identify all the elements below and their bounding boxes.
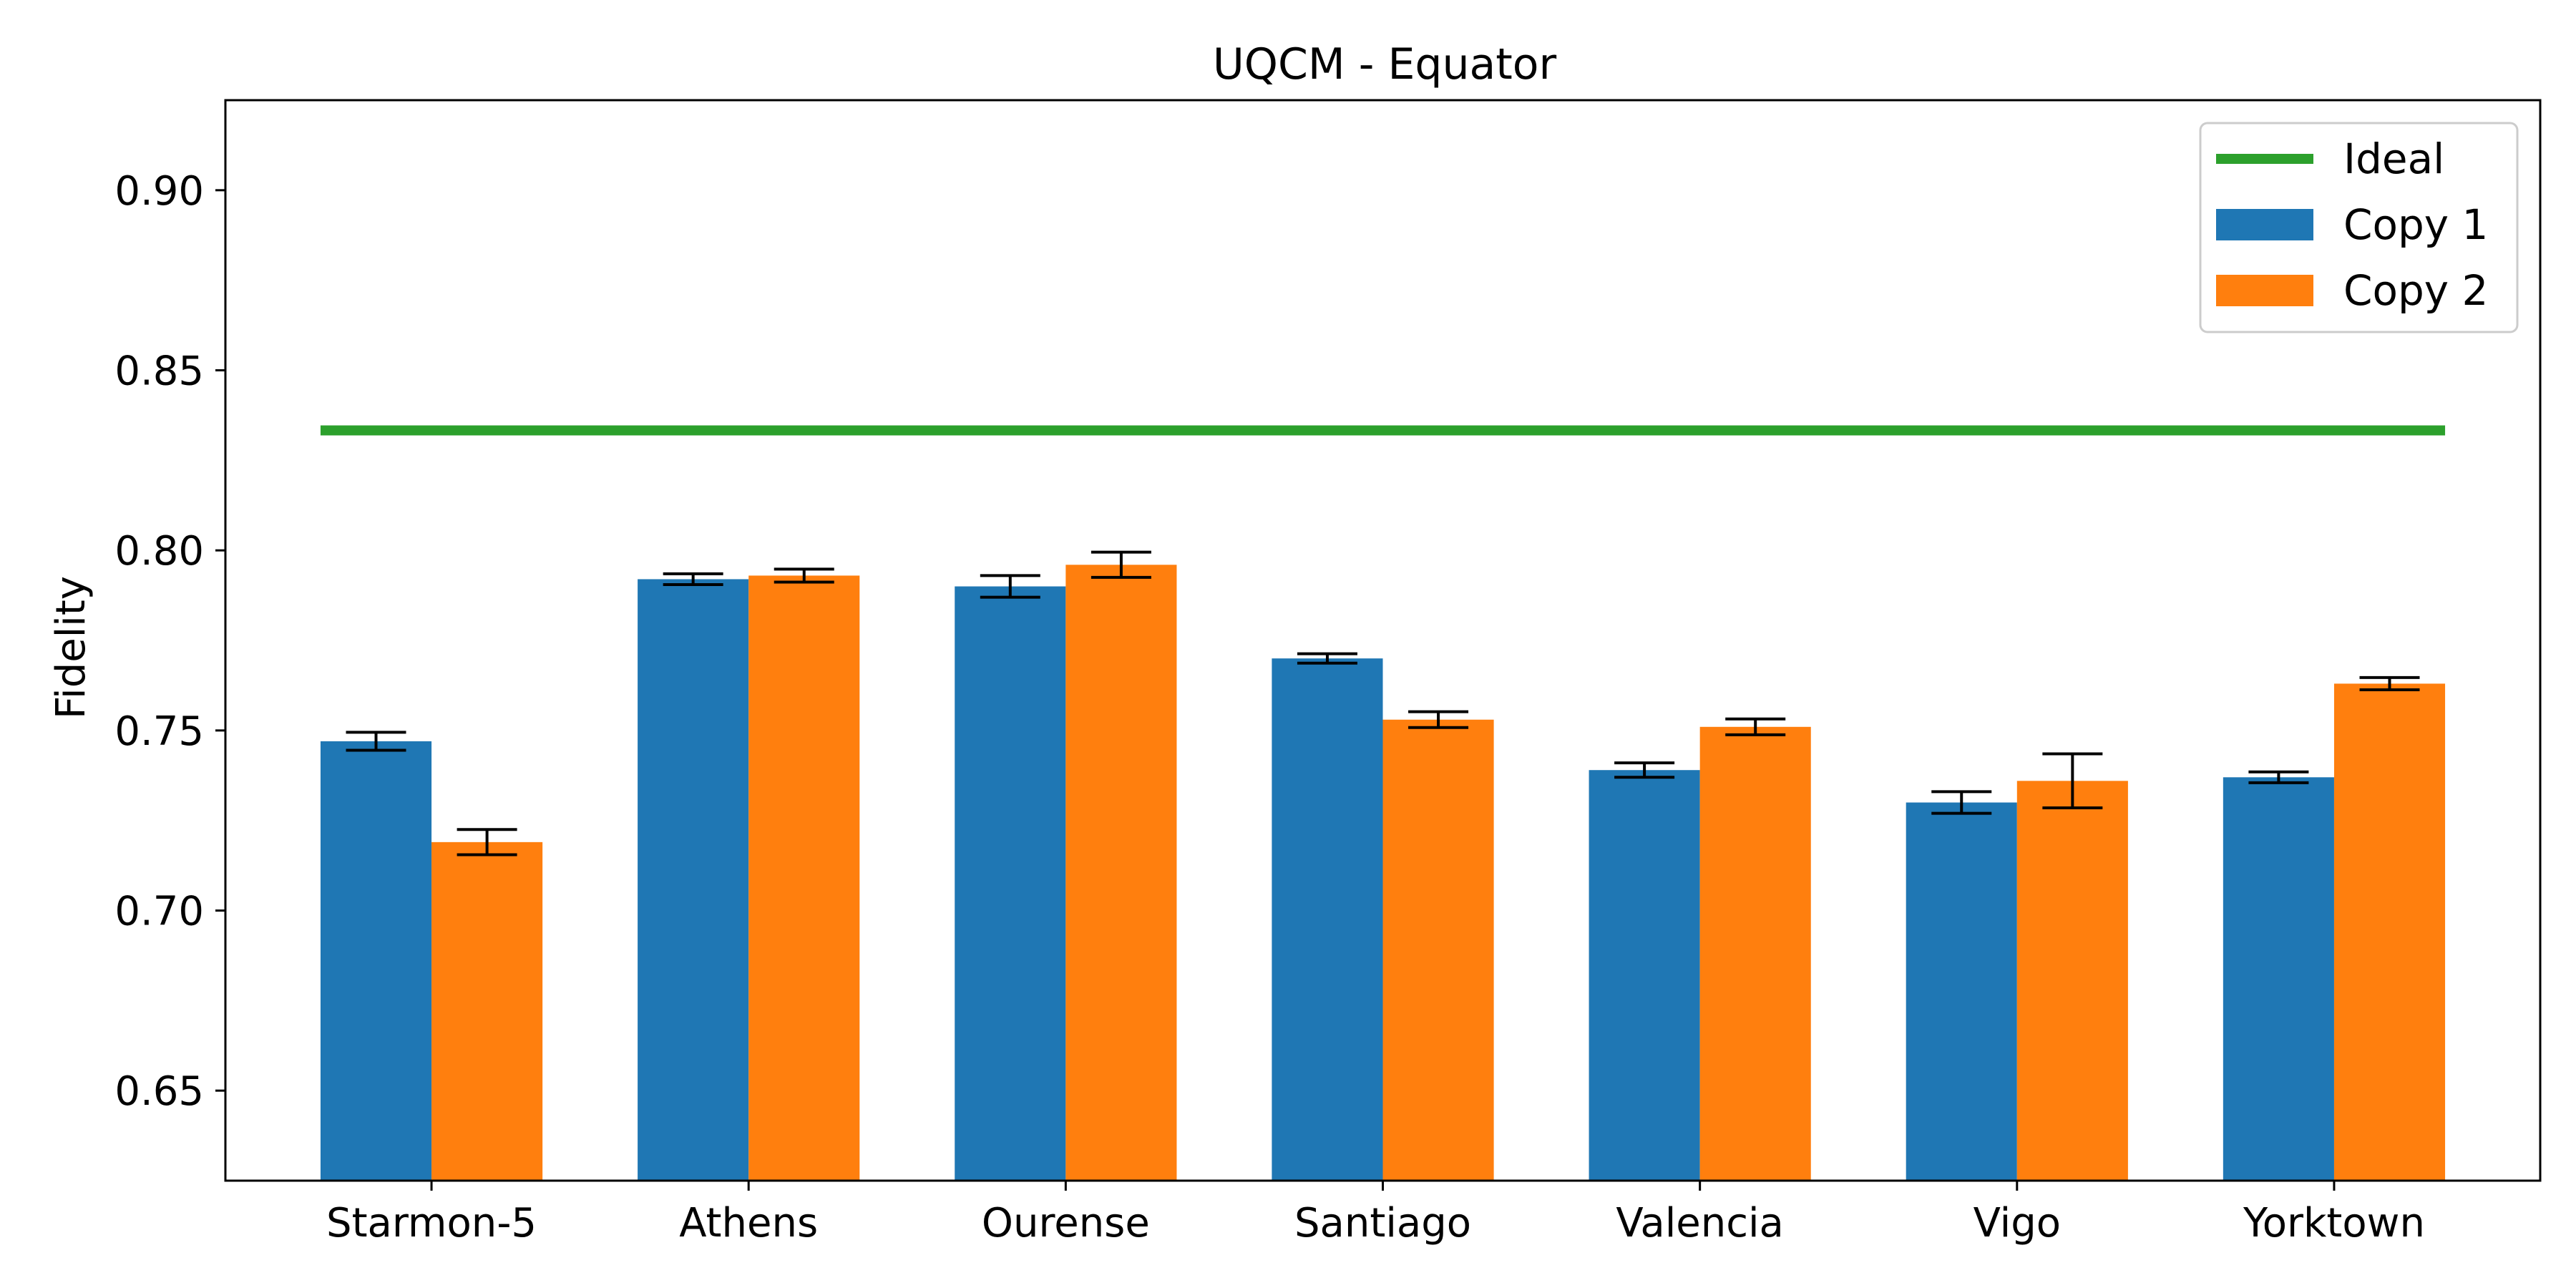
bars-layer: [320, 565, 2446, 1181]
legend: Ideal Copy 1 Copy 2: [2199, 122, 2519, 333]
legend-swatch-copy-2: [2216, 275, 2313, 306]
x-axis: Starmon-5 Athens Ourense Santiago Valencia Vi…: [326, 1181, 2425, 1246]
y-tick-label: 0.80: [114, 528, 204, 575]
y-tick-label: 0.75: [114, 708, 204, 755]
bar-copy-2: [2333, 683, 2446, 1181]
bar-copy-2: [1699, 726, 1811, 1181]
bar-copy-1: [2223, 777, 2334, 1181]
x-tick-label: Vigo: [1974, 1200, 2061, 1246]
bar-copy-2: [431, 841, 543, 1181]
bar-copy-1: [638, 579, 749, 1181]
x-tick-label: Athens: [679, 1200, 818, 1246]
bar-copy-2: [1382, 719, 1494, 1181]
bar-copy-1: [1906, 802, 2017, 1181]
legend-label-ideal: Ideal: [2343, 135, 2444, 183]
x-tick-label: Valencia: [1616, 1200, 1783, 1246]
bar-copy-2: [748, 575, 860, 1181]
bar-copy-2: [1065, 565, 1177, 1181]
x-tick-label: Yorktown: [2243, 1200, 2425, 1246]
y-tick-label: 0.70: [114, 889, 204, 935]
y-tick-label: 0.85: [114, 348, 204, 395]
bar-copy-2: [2016, 781, 2128, 1181]
legend-swatch-copy-1: [2216, 209, 2313, 240]
bar-copy-1: [955, 586, 1066, 1181]
x-tick-label: Santiago: [1294, 1200, 1471, 1246]
bar-copy-1: [1589, 770, 1700, 1181]
y-tick-label: 0.65: [114, 1068, 204, 1115]
y-axis: 0.65 0.70 0.75 0.80 0.85 0.90: [114, 168, 225, 1115]
bar-copy-1: [1272, 658, 1383, 1181]
x-tick-label: Ourense: [982, 1200, 1150, 1246]
bar-copy-1: [320, 741, 432, 1181]
y-axis-title: Fidelity: [48, 576, 94, 719]
error-bars-layer: [346, 550, 2420, 857]
x-tick-label: Starmon-5: [326, 1200, 537, 1246]
legend-label-copy-1: Copy 1: [2343, 200, 2488, 249]
y-tick-label: 0.90: [114, 168, 204, 215]
chart-title: UQCM - Equator: [1213, 39, 1557, 89]
legend-label-copy-2: Copy 2: [2343, 266, 2488, 315]
